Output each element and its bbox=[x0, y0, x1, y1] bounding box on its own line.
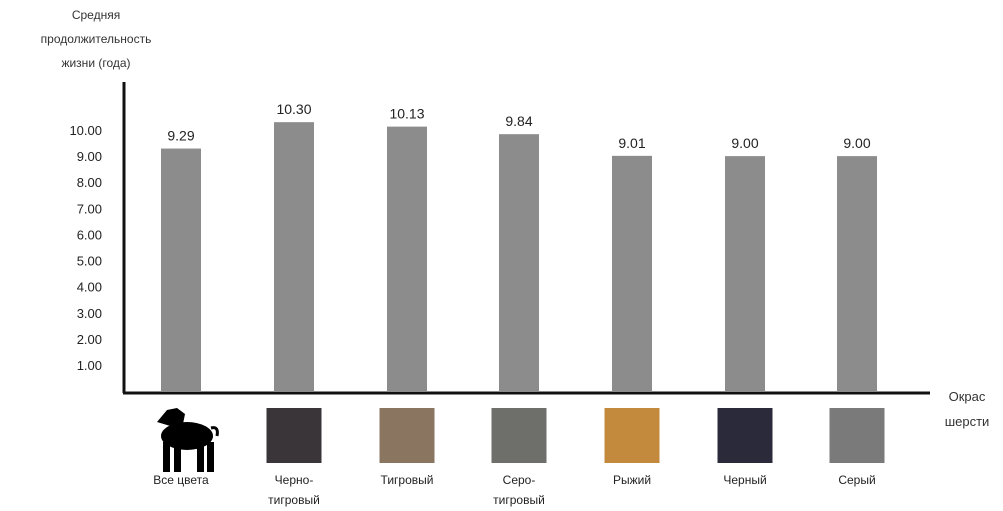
category-label: Все цвета bbox=[153, 473, 209, 487]
category-label: Серо- bbox=[503, 473, 536, 487]
y-tick-label: 7.00 bbox=[77, 201, 102, 216]
data-label: 10.30 bbox=[276, 101, 311, 117]
y-axis-label: Средняя bbox=[72, 8, 120, 22]
y-tick-label: 4.00 bbox=[77, 280, 102, 295]
dog-silhouette-icon bbox=[157, 408, 219, 472]
data-label: 9.84 bbox=[505, 113, 532, 129]
bar bbox=[274, 122, 314, 393]
category-label: Черный bbox=[723, 473, 766, 487]
bar bbox=[499, 134, 539, 392]
x-axis-label: шерсти bbox=[945, 414, 990, 429]
y-tick-label: 5.00 bbox=[77, 254, 102, 269]
black-fur-swatch bbox=[717, 408, 773, 463]
red-fur-swatch bbox=[604, 408, 660, 463]
category-label: Рыжий bbox=[613, 473, 651, 487]
category-label: Черно- bbox=[275, 473, 314, 487]
black-brindle-fur-swatch bbox=[266, 408, 322, 463]
category-label: тигровый bbox=[493, 493, 545, 507]
grey-fur-swatch bbox=[829, 408, 885, 463]
data-label: 9.00 bbox=[731, 135, 758, 151]
brindle-fur-swatch bbox=[379, 408, 435, 463]
y-tick-label: 9.00 bbox=[77, 149, 102, 164]
category-label: Тигровый bbox=[381, 473, 434, 487]
dog-silhouette-part bbox=[210, 426, 219, 437]
dog-silhouette-part bbox=[174, 444, 181, 472]
bar bbox=[387, 126, 427, 392]
category-label: Серый bbox=[838, 473, 875, 487]
bar bbox=[161, 148, 201, 392]
y-tick-label: 2.00 bbox=[77, 332, 102, 347]
grey-brindle-fur-swatch bbox=[491, 408, 547, 463]
bar bbox=[725, 156, 765, 392]
y-tick-label: 8.00 bbox=[77, 175, 102, 190]
bar bbox=[837, 156, 877, 392]
y-tick-label: 1.00 bbox=[77, 358, 102, 373]
data-label: 10.13 bbox=[389, 106, 424, 122]
bar bbox=[612, 155, 652, 392]
dog-silhouette-part bbox=[161, 422, 213, 450]
y-tick-label: 10.00 bbox=[69, 123, 102, 138]
dog-silhouette-part bbox=[207, 442, 214, 472]
y-axis-label: продолжительность bbox=[41, 32, 152, 46]
category-label: тигровый bbox=[268, 493, 320, 507]
dog-silhouette-part bbox=[163, 442, 170, 472]
y-tick-label: 3.00 bbox=[77, 306, 102, 321]
y-axis-label: жизни (года) bbox=[61, 56, 130, 70]
data-label: 9.29 bbox=[167, 128, 194, 144]
x-axis-label: Окрас bbox=[949, 389, 986, 404]
data-label: 9.00 bbox=[843, 135, 870, 151]
y-tick-label: 6.00 bbox=[77, 227, 102, 242]
dog-silhouette-part bbox=[197, 444, 204, 472]
data-label: 9.01 bbox=[618, 135, 645, 151]
